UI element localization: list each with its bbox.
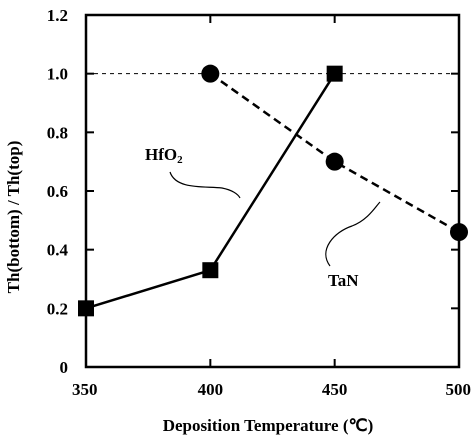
data-point-circle (450, 223, 468, 242)
x-tick-label: 500 (446, 380, 472, 399)
y-axis-label: Th(bottom) / Th(top) (4, 141, 23, 294)
y-tick-label: 0.4 (47, 241, 69, 260)
y-tick-label: 0 (60, 358, 69, 377)
x-axis-label: Deposition Temperature (℃) (163, 416, 374, 435)
series-label-tan: TaN (328, 271, 359, 290)
x-axis-label-text: Deposition Temperature (163, 416, 339, 435)
x-axis-label-open: ( (339, 416, 349, 435)
data-point-square (326, 65, 343, 82)
data-point-square (78, 300, 94, 317)
x-axis-label-unit: ℃ (348, 416, 367, 435)
series-label-hfo2-subscript: 2 (177, 154, 183, 166)
data-point-square (202, 262, 219, 279)
x-tick-label: 350 (72, 380, 98, 399)
y-tick-label: 1.0 (47, 65, 68, 84)
y-tick-label: 0.6 (47, 182, 68, 201)
series-label-hfo2-main: HfO (145, 145, 177, 164)
y-tick-label: 0.2 (47, 299, 68, 318)
x-axis-label-close: ) (368, 416, 374, 435)
plot-frame (84, 13, 461, 369)
series-line-tan (209, 72, 460, 234)
x-tick-label: 400 (198, 380, 224, 399)
leader-curve-tan (325, 201, 381, 267)
x-tick-label: 450 (322, 380, 348, 399)
series-label-hfo2: HfO2 (145, 145, 183, 166)
data-point-circle (201, 64, 220, 83)
data-point-circle (325, 152, 344, 171)
y-tick-label: 0.8 (47, 123, 68, 142)
leader-curve-hfo2 (169, 171, 241, 199)
y-tick-label: 1.2 (47, 6, 68, 25)
